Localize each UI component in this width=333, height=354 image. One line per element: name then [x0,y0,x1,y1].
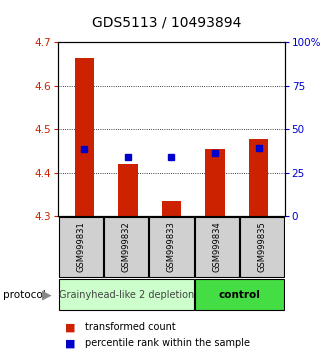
FancyBboxPatch shape [240,217,284,277]
Text: protocol: protocol [3,290,46,300]
Text: GSM999833: GSM999833 [167,222,176,272]
Bar [118,164,138,216]
Text: ■: ■ [65,322,76,332]
Bar [162,201,181,216]
Text: control: control [218,290,260,300]
Text: GSM999832: GSM999832 [122,222,131,272]
FancyBboxPatch shape [59,279,194,310]
Bar [75,58,94,216]
Bar [249,139,268,216]
FancyBboxPatch shape [194,217,239,277]
Text: GDS5113 / 10493894: GDS5113 / 10493894 [92,16,241,30]
Text: ■: ■ [65,338,76,348]
Text: Grainyhead-like 2 depletion: Grainyhead-like 2 depletion [59,290,194,300]
FancyBboxPatch shape [149,217,194,277]
Text: transformed count: transformed count [85,322,176,332]
FancyBboxPatch shape [104,217,149,277]
FancyBboxPatch shape [194,279,284,310]
Text: GSM999831: GSM999831 [76,222,86,272]
Text: GSM999835: GSM999835 [257,222,267,272]
Text: percentile rank within the sample: percentile rank within the sample [85,338,250,348]
Text: GSM999834: GSM999834 [212,222,221,272]
FancyBboxPatch shape [59,217,103,277]
Bar [205,149,225,216]
Text: ▶: ▶ [42,288,52,301]
